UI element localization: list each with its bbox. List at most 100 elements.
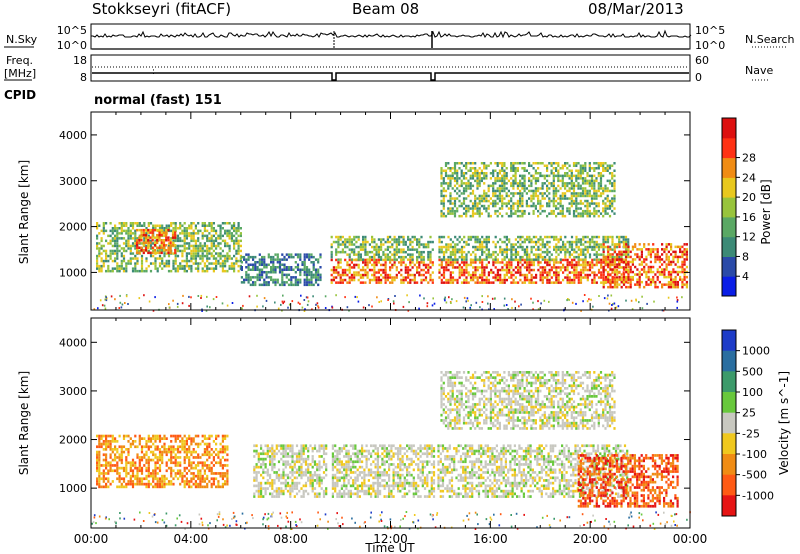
echo-cell bbox=[611, 172, 614, 175]
echo-cell bbox=[192, 222, 195, 225]
echo-cell bbox=[539, 207, 542, 210]
echo-cell bbox=[346, 253, 349, 256]
echo-cell bbox=[440, 245, 443, 249]
echo-cell bbox=[458, 167, 461, 170]
echo-cell bbox=[339, 250, 342, 254]
echo-cell bbox=[364, 268, 367, 272]
echo-cell bbox=[510, 204, 513, 208]
echo-cell bbox=[584, 253, 587, 256]
echo-cell bbox=[373, 271, 376, 274]
echo-cell bbox=[254, 261, 257, 264]
echo-cell bbox=[111, 464, 114, 467]
echo-cell bbox=[138, 466, 141, 470]
echo-cell bbox=[102, 442, 105, 446]
echo-cell bbox=[201, 477, 204, 481]
echo-cell bbox=[499, 250, 502, 254]
echo-cell bbox=[312, 263, 315, 266]
echo-cell bbox=[541, 245, 544, 249]
echo-cell bbox=[105, 249, 108, 253]
echo-cell bbox=[152, 477, 155, 481]
echo-cell bbox=[539, 255, 542, 259]
echo-cell bbox=[622, 271, 625, 274]
echo-cell bbox=[233, 224, 236, 227]
echo-cell bbox=[602, 192, 605, 195]
echo-cell bbox=[573, 276, 576, 279]
echo-cell bbox=[474, 271, 477, 274]
echo-cell bbox=[510, 214, 513, 218]
echo-cell bbox=[366, 273, 369, 277]
echo-cell bbox=[402, 250, 405, 254]
echo-cell bbox=[485, 164, 488, 167]
echo-cell bbox=[120, 450, 123, 454]
echo-cell bbox=[627, 248, 630, 251]
echo-cell bbox=[274, 268, 277, 271]
echo-cell bbox=[534, 189, 537, 193]
echo-cell bbox=[131, 440, 135, 443]
echo-cell bbox=[285, 266, 288, 269]
echo-cell bbox=[566, 172, 569, 175]
speckle-cell bbox=[138, 297, 141, 300]
speckle-cell bbox=[676, 296, 678, 299]
echo-cell bbox=[409, 240, 412, 244]
speckle-cell bbox=[543, 299, 546, 302]
echo-cell bbox=[109, 453, 112, 457]
echo-cell bbox=[98, 450, 101, 454]
speckle-cell bbox=[206, 305, 208, 308]
echo-cell bbox=[575, 238, 578, 241]
echo-cell bbox=[181, 254, 184, 258]
echo-cell bbox=[154, 482, 157, 486]
echo-cell bbox=[188, 464, 191, 467]
echo-cell bbox=[427, 253, 430, 256]
echo-cell bbox=[679, 278, 682, 281]
speckle-cell bbox=[274, 301, 276, 304]
echo-cell bbox=[523, 189, 526, 193]
echo-cell bbox=[510, 162, 513, 165]
echo-cell bbox=[296, 281, 300, 284]
echo-cell bbox=[463, 255, 466, 259]
echo-cell bbox=[161, 477, 164, 481]
echo-cell bbox=[676, 260, 679, 264]
echo-cell bbox=[341, 243, 344, 246]
echo-cell bbox=[147, 485, 150, 489]
echo-cell bbox=[577, 182, 580, 185]
echo-cell bbox=[183, 234, 186, 238]
echo-cell bbox=[158, 448, 162, 451]
echo-cell bbox=[281, 278, 284, 282]
echo-cell bbox=[398, 261, 401, 264]
echo-cell bbox=[631, 248, 634, 251]
echo-cell bbox=[267, 253, 270, 256]
echo-cell bbox=[156, 246, 159, 249]
echo-cell bbox=[303, 258, 306, 261]
echo-cell bbox=[552, 162, 555, 165]
echo-cell bbox=[140, 456, 144, 459]
echo-cell bbox=[134, 461, 137, 465]
echo-cell bbox=[194, 254, 197, 258]
echo-cell bbox=[521, 162, 524, 165]
echo-cell bbox=[622, 245, 626, 249]
echo-cell bbox=[503, 169, 506, 172]
echo-cell bbox=[407, 253, 410, 256]
echo-cell bbox=[145, 450, 148, 454]
echo-cell bbox=[496, 162, 499, 165]
echo-cell bbox=[665, 265, 668, 269]
echo-cell bbox=[355, 273, 358, 277]
echo-cell bbox=[458, 271, 461, 274]
echo-cell bbox=[588, 192, 591, 195]
echo-cell bbox=[98, 224, 101, 227]
echo-cell bbox=[683, 268, 686, 271]
echo-cell bbox=[235, 242, 238, 245]
echo-cell bbox=[127, 480, 130, 483]
echo-cell bbox=[407, 245, 410, 249]
echo-cell bbox=[219, 242, 222, 245]
echo-cell bbox=[422, 268, 425, 272]
speckle-cell bbox=[580, 309, 582, 312]
echo-cell bbox=[290, 281, 293, 284]
echo-cell bbox=[548, 268, 551, 272]
echo-cell bbox=[154, 485, 157, 489]
speckle-cell bbox=[407, 309, 410, 312]
speckle-cell bbox=[603, 297, 606, 300]
echo-cell bbox=[624, 235, 628, 239]
echo-cell bbox=[174, 453, 177, 457]
echo-cell bbox=[134, 264, 137, 268]
speckle-cell bbox=[466, 297, 469, 300]
